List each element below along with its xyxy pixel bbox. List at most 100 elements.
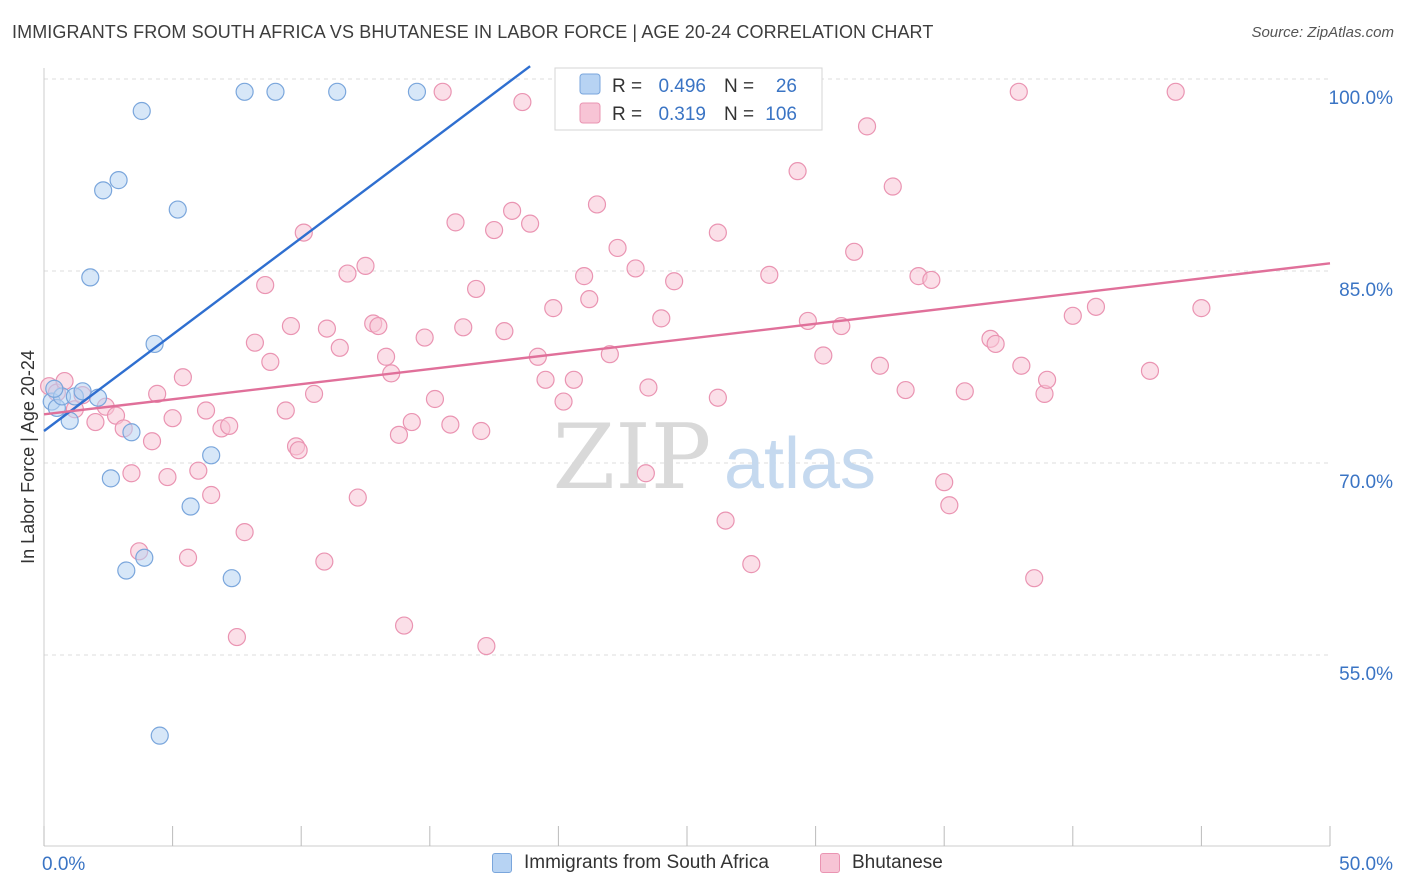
- south-africa-point: [150, 726, 169, 745]
- bhutanese-point: [256, 275, 275, 295]
- bhutanese-point: [564, 370, 583, 389]
- legend-swatch-south-africa: [492, 853, 512, 873]
- axes: [43, 68, 1331, 847]
- bhutanese-point: [580, 290, 599, 309]
- bhutanese-point: [477, 636, 496, 656]
- bhutanese-point: [389, 425, 409, 444]
- bhutanese-point: [189, 461, 208, 480]
- bhutanese-point: [376, 347, 396, 366]
- south-africa-point: [122, 423, 141, 442]
- bhutanese-point: [369, 316, 388, 336]
- bhutanese-point: [544, 299, 563, 318]
- bhutanese-point: [708, 388, 727, 407]
- legend-n-label-2: N =: [724, 104, 754, 125]
- bhutanese-point: [485, 220, 504, 240]
- bhutanese-point: [433, 82, 452, 101]
- south-africa-point: [135, 548, 154, 567]
- bhutanese-point: [503, 201, 522, 220]
- bhutanese-point: [1086, 297, 1106, 316]
- correlation-legend: R = 0.496 N = 26 R = 0.319 N = 106: [554, 67, 823, 131]
- bhutanese-point: [1166, 82, 1185, 101]
- south-africa-point: [222, 569, 241, 588]
- gridlines: [44, 78, 1330, 656]
- bhutanese-point: [857, 117, 877, 136]
- legend-r-value-1: 0.496: [658, 76, 706, 97]
- south-africa-point: [168, 200, 187, 219]
- legend-swatch-blue: [579, 73, 601, 95]
- legend-r-label-1: R =: [612, 76, 642, 97]
- bhutanese-point: [289, 441, 308, 460]
- bhutanese-point: [742, 555, 761, 574]
- bhutanese-point: [142, 432, 162, 451]
- legend-n-label-1: N =: [724, 76, 754, 97]
- bhutanese-point: [235, 523, 254, 542]
- y-tick-label: 100.0%: [1329, 88, 1394, 109]
- bhutanese-point: [294, 223, 313, 242]
- bhutanese-point: [472, 421, 491, 441]
- bhutanese-point: [196, 401, 216, 420]
- south-africa-points: [42, 82, 427, 745]
- series-legend: Immigrants from South Africa Bhutanese: [0, 852, 1406, 878]
- bhutanese-point: [394, 616, 414, 635]
- y-tick-label: 85.0%: [1339, 280, 1393, 301]
- bhutanese-point: [1063, 306, 1082, 325]
- bhutanese-point: [1025, 569, 1044, 588]
- south-africa-point: [202, 446, 221, 465]
- bhutanese-point: [220, 416, 239, 435]
- bhutanese-point: [536, 370, 555, 389]
- bhutanese-point: [202, 485, 221, 505]
- bhutanese-point: [600, 345, 619, 364]
- bhutanese-point: [466, 279, 486, 299]
- legend-item-bhutanese: Bhutanese: [820, 852, 943, 874]
- y-axis-label: In Labor Force | Age 20-24: [18, 350, 38, 564]
- bhutanese-point: [402, 412, 421, 432]
- source-credit: Source: ZipAtlas.com: [1251, 24, 1394, 41]
- south-africa-point: [73, 382, 92, 401]
- bhutanese-point: [521, 214, 540, 233]
- south-africa-point: [101, 469, 120, 488]
- bhutanese-point: [158, 467, 177, 487]
- bhutanese-point: [940, 496, 959, 515]
- legend-n-value-1: 26: [776, 76, 797, 97]
- bhutanese-point: [870, 356, 890, 375]
- bhutanese-point: [845, 242, 864, 261]
- bhutanese-point: [636, 464, 655, 483]
- bhutanese-point: [587, 195, 607, 214]
- bhutanese-point: [788, 162, 807, 181]
- south-africa-point: [235, 82, 254, 101]
- bhutanese-point: [338, 264, 357, 283]
- bhutanese-point: [665, 272, 684, 291]
- bhutanese-point: [626, 259, 645, 278]
- legend-r-label-2: R =: [612, 104, 642, 125]
- south-africa-point: [328, 82, 347, 101]
- bhutanese-point: [639, 378, 658, 397]
- south-africa-point: [132, 101, 151, 121]
- bhutanese-point: [608, 238, 627, 258]
- y-tick-labels: 55.0% 70.0% 85.0% 100.0%: [1329, 88, 1394, 685]
- y-tick-label: 70.0%: [1339, 472, 1393, 493]
- bhutanese-point: [513, 92, 532, 112]
- bhutanese-point: [304, 384, 324, 403]
- bhutanese-point: [330, 338, 349, 357]
- bhutanese-point: [315, 552, 334, 571]
- bhutanese-point: [245, 333, 265, 352]
- south-africa-point: [117, 561, 136, 580]
- bhutanese-point: [415, 328, 434, 347]
- bhutanese-points: [40, 82, 1211, 656]
- bhutanese-point: [1140, 361, 1160, 380]
- bhutanese-point: [348, 488, 367, 507]
- bhutanese-point: [760, 265, 779, 284]
- bhutanese-point: [317, 319, 337, 338]
- bhutanese-point: [454, 318, 473, 337]
- bhutanese-point: [883, 177, 902, 196]
- south-africa-point: [145, 334, 164, 354]
- bhutanese-point: [554, 392, 573, 411]
- y-tick-label: 55.0%: [1339, 664, 1393, 685]
- south-africa-trend-line: [43, 65, 531, 432]
- bhutanese-point: [986, 334, 1005, 354]
- x-tick-label: 50.0%: [1339, 854, 1393, 875]
- zipatlas-watermark: ZIP atlas: [553, 405, 876, 510]
- legend-r-value-2: 0.319: [658, 104, 706, 125]
- bhutanese-point: [1037, 370, 1057, 389]
